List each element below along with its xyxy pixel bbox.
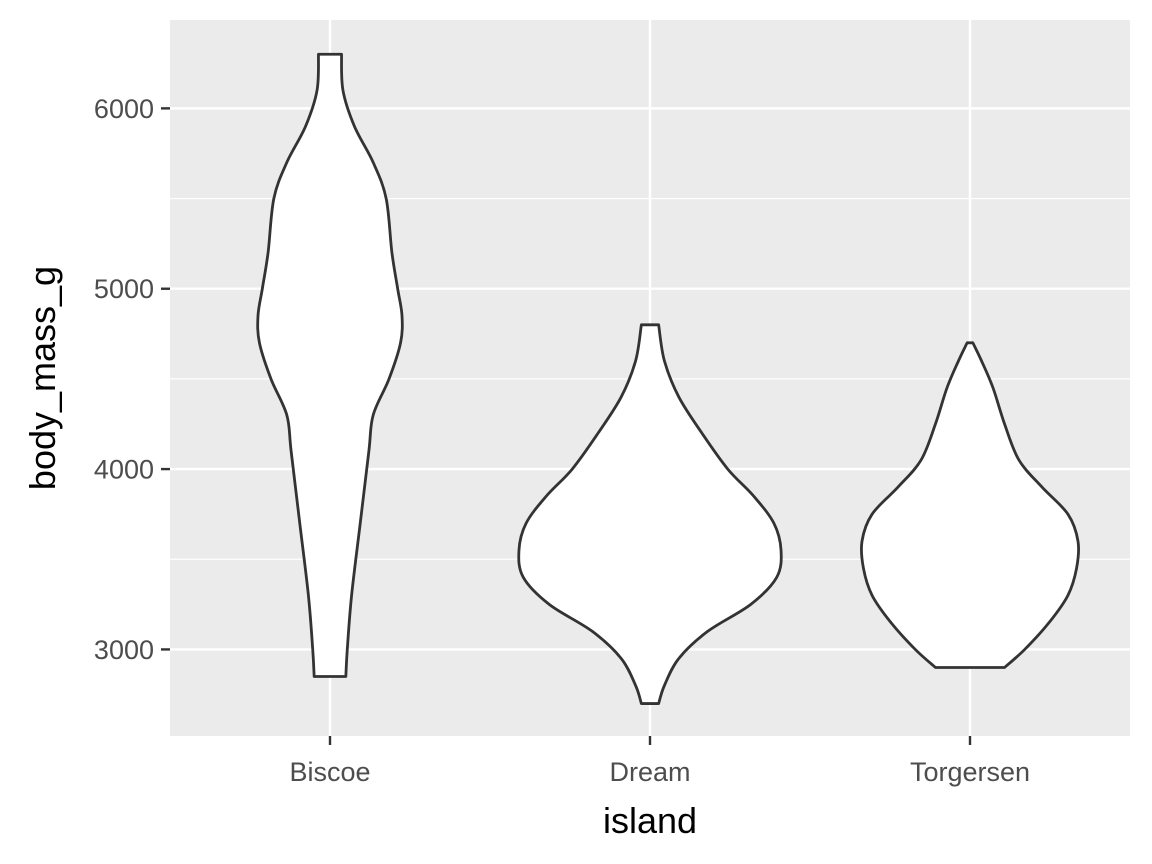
violin-series — [256, 52, 1081, 705]
x-tick-label: Torgersen — [910, 757, 1030, 787]
violin-torgersen — [859, 341, 1081, 669]
violin-biscoe — [256, 52, 404, 678]
y-tick-label: 4000 — [94, 455, 154, 485]
y-axis-ticks: 3000 4000 5000 6000 — [94, 94, 170, 665]
y-tick-label: 6000 — [94, 94, 154, 124]
y-tick-label: 3000 — [94, 635, 154, 665]
y-axis-title: body_mass_g — [22, 266, 63, 490]
violin-dream — [517, 323, 783, 705]
x-tick-label: Biscoe — [289, 757, 370, 787]
x-axis-title: island — [603, 800, 697, 841]
y-tick-label: 5000 — [94, 274, 154, 304]
x-tick-label: Dream — [609, 757, 690, 787]
x-axis-ticks: Biscoe Dream Torgersen — [289, 736, 1030, 787]
